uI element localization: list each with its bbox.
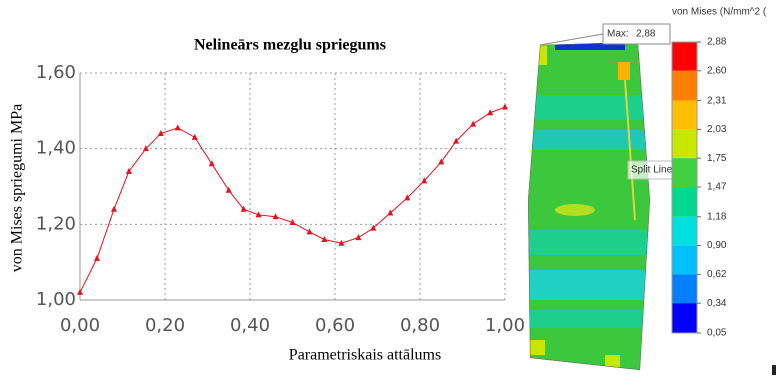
colorbar-band — [672, 42, 697, 71]
colorbar-tick-label: 2,03 — [707, 124, 727, 135]
x-tick-label: 0,20 — [145, 315, 185, 336]
colorbar-tick-label: 2,31 — [707, 95, 727, 106]
colorbar-band — [672, 217, 697, 246]
x-tick-label: 0,00 — [60, 315, 100, 336]
data-marker — [175, 124, 181, 130]
colorbar-band — [672, 129, 697, 158]
data-marker — [470, 121, 476, 127]
x-tick-label: 0,40 — [230, 315, 270, 336]
colorbar-tick-label: 1,18 — [707, 211, 727, 222]
chart-title: Nelineārs mezglu spriegums — [194, 37, 386, 54]
screenshot: Nelineārs mezglu spriegums Parametriskai… — [0, 0, 779, 381]
colorbar-tick-label: 0,05 — [707, 328, 727, 339]
data-marker — [321, 236, 327, 242]
y-tick-label: 1,00 — [36, 289, 76, 310]
x-axis-label: Parametriskais attālums — [289, 347, 441, 364]
colorbar-band — [672, 246, 697, 275]
data-marker — [502, 104, 508, 110]
data-marker — [111, 206, 117, 212]
max-value: 2,88 — [636, 29, 656, 40]
y-tick-label: 1,20 — [36, 213, 76, 234]
y-axis-label: von Mises spriegumi MPa — [9, 104, 26, 272]
colorbar-tick-label: 0,90 — [707, 240, 727, 251]
colorbar-tick-label: 2,88 — [707, 37, 727, 48]
colorbar-title: von Mises (N/mm^2 ( — [672, 7, 767, 18]
feature-label: Split Line4 — [631, 165, 678, 176]
data-marker — [94, 255, 100, 261]
y-tick-label: 1,40 — [36, 138, 76, 159]
colorbar-band — [672, 71, 697, 101]
x-tick-label: 0,80 — [400, 315, 440, 336]
data-marker — [387, 209, 393, 215]
data-marker — [192, 134, 198, 140]
data-marker — [77, 289, 83, 295]
colorbar-band — [672, 274, 697, 303]
y-tick-label: 1,60 — [36, 62, 76, 83]
cursor-artifact — [772, 365, 776, 375]
colorbar-tick-label: 2,60 — [707, 65, 727, 76]
max-leader — [540, 34, 603, 45]
colorbar-band — [672, 303, 697, 333]
colorbar-band — [672, 101, 697, 130]
colorbar-tick-label: 1,75 — [707, 153, 727, 164]
data-marker — [370, 225, 376, 231]
colorbar-tick-label: 0,62 — [707, 269, 727, 280]
x-tick-label: 1,00 — [485, 315, 525, 336]
fea-model — [520, 40, 660, 380]
x-tick-label: 0,60 — [315, 315, 355, 336]
colorbar-tick-label: 0,34 — [707, 298, 727, 309]
data-line — [80, 107, 505, 292]
max-label: Max: — [607, 29, 629, 40]
data-marker — [355, 234, 361, 240]
colorbar-tick-label: 1,47 — [707, 182, 727, 193]
colorbar-band — [672, 158, 697, 187]
data-marker — [307, 228, 313, 234]
colorbar-band — [672, 187, 697, 217]
